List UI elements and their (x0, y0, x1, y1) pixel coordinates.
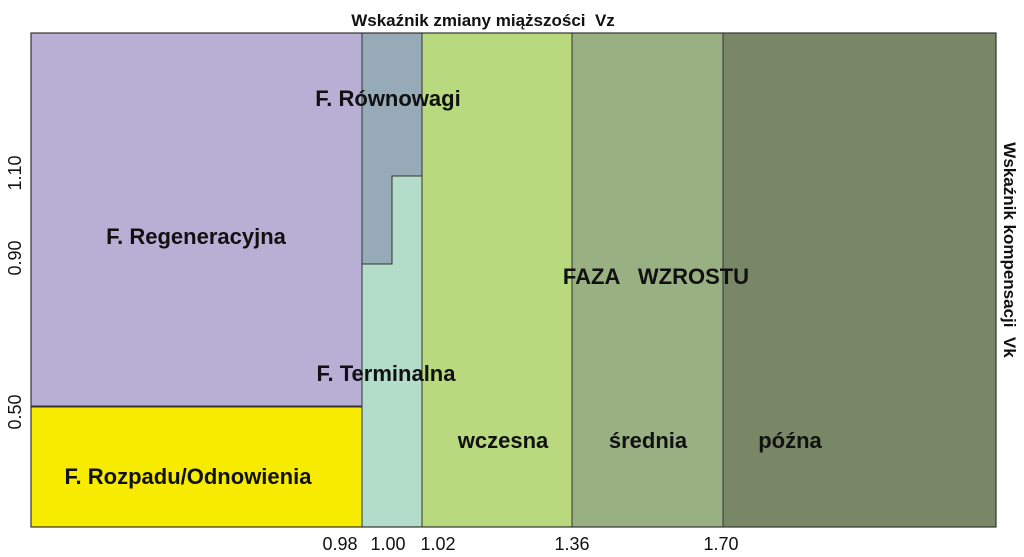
x-tick-label: 1.36 (554, 534, 589, 554)
label-equilibrium: F. Równowagi (315, 86, 460, 111)
label-terminal: F. Terminalna (317, 361, 457, 386)
label-growth: FAZA WZROSTU (563, 264, 749, 289)
x-tick-label: 0.98 (322, 534, 357, 554)
label-middle: średnia (609, 428, 688, 453)
top-axis-title: Wskaźnik zmiany miąższości Vz (351, 11, 615, 30)
y-tick-label: 1.10 (5, 155, 25, 190)
x-tick-label: 1.02 (420, 534, 455, 554)
y-tick-label: 0.50 (5, 394, 25, 429)
diagram-frame (30, 32, 997, 528)
label-late: późna (758, 428, 822, 453)
right-axis-title: Wskaźnik kompensacji Vk (1000, 142, 1019, 358)
x-tick-label: 1.70 (703, 534, 738, 554)
zone-growth-middle (571, 32, 724, 528)
zone-growth-early (421, 32, 573, 528)
zone-regeneration (30, 32, 363, 407)
zone-decay (30, 406, 363, 528)
label-early: wczesna (457, 428, 549, 453)
label-regeneration: F. Regeneracyjna (106, 224, 287, 249)
x-tick-label: 1.00 (370, 534, 405, 554)
zone-growth-late (722, 32, 997, 528)
y-tick-label: 0.90 (5, 240, 25, 275)
label-decay: F. Rozpadu/Odnowienia (65, 464, 313, 489)
